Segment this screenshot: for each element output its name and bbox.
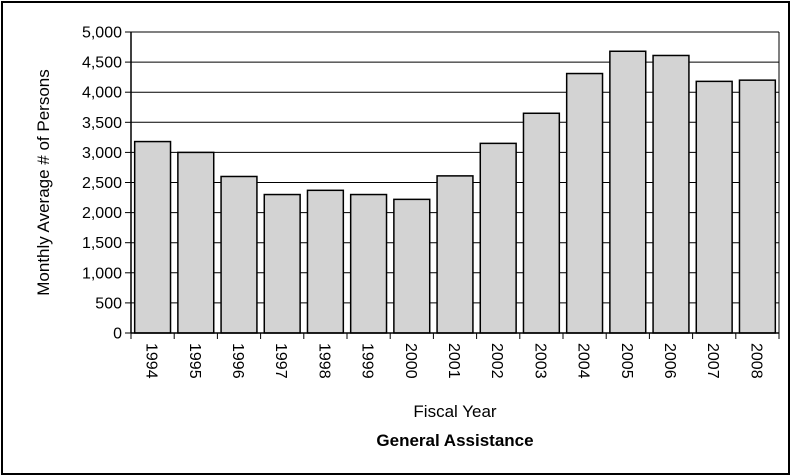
- y-tick-label: 2,000: [82, 205, 122, 222]
- y-tick-label: 2,500: [82, 175, 122, 192]
- bar-2008: [738, 79, 777, 334]
- y-axis-title: Monthly Average # of Persons: [34, 69, 53, 296]
- x-tick-label: 1998: [315, 343, 332, 379]
- x-tick-label: 1994: [143, 343, 160, 379]
- x-tick-label: 1999: [359, 343, 376, 379]
- y-tick-label: 4,500: [82, 55, 122, 72]
- y-tick-label: 1,000: [82, 265, 122, 282]
- y-axis-ticks: 0 500 1,000 1,500 2,000 2,500 3,000 3,500 4,000 4…: [82, 25, 131, 343]
- x-tick-label: 2001: [445, 343, 462, 379]
- x-tick-label: 1995: [186, 343, 203, 379]
- y-tick-label: 500: [95, 295, 122, 312]
- y-tick-label: 4,000: [82, 85, 122, 102]
- x-axis-ticks: 1994 1995 1996 1997 1998 1999 2000 2001 2002 2003…: [130, 333, 780, 379]
- bar-2007: [695, 80, 733, 334]
- x-axis-title: Fiscal Year: [413, 402, 496, 421]
- bar-1994: [133, 140, 172, 334]
- bar-2005: [609, 50, 647, 334]
- bar-2001: [436, 175, 474, 334]
- x-tick-label: 1996: [229, 343, 246, 379]
- bar-1995: [177, 151, 215, 334]
- y-tick-label: 0: [113, 326, 122, 343]
- bar-1998: [306, 189, 345, 334]
- x-tick-label: 2000: [402, 343, 419, 379]
- x-tick-label: 2002: [488, 343, 505, 379]
- x-tick-label: 2008: [747, 343, 764, 379]
- bars: [133, 50, 777, 334]
- bar-2004: [565, 72, 604, 334]
- chart-caption: General Assistance: [376, 431, 533, 450]
- x-tick-label: 2004: [575, 343, 592, 379]
- x-tick-label: 2003: [531, 343, 548, 379]
- bar-2000: [393, 198, 431, 334]
- bar-1996: [220, 175, 258, 334]
- x-tick-label: 2007: [704, 343, 721, 379]
- y-tick-label: 1,500: [82, 235, 122, 252]
- y-tick-label: 3,000: [82, 145, 122, 162]
- x-tick-label: 2006: [661, 343, 678, 379]
- bar-1997: [263, 193, 301, 334]
- y-tick-label: 5,000: [82, 25, 122, 42]
- bar-1999: [349, 193, 388, 334]
- bar-2002: [479, 142, 517, 334]
- x-tick-label: 2005: [618, 343, 635, 379]
- x-tick-label: 1997: [272, 343, 289, 379]
- y-tick-label: 3,500: [82, 115, 122, 132]
- bar-2006: [652, 54, 690, 334]
- bar-2003: [522, 112, 561, 334]
